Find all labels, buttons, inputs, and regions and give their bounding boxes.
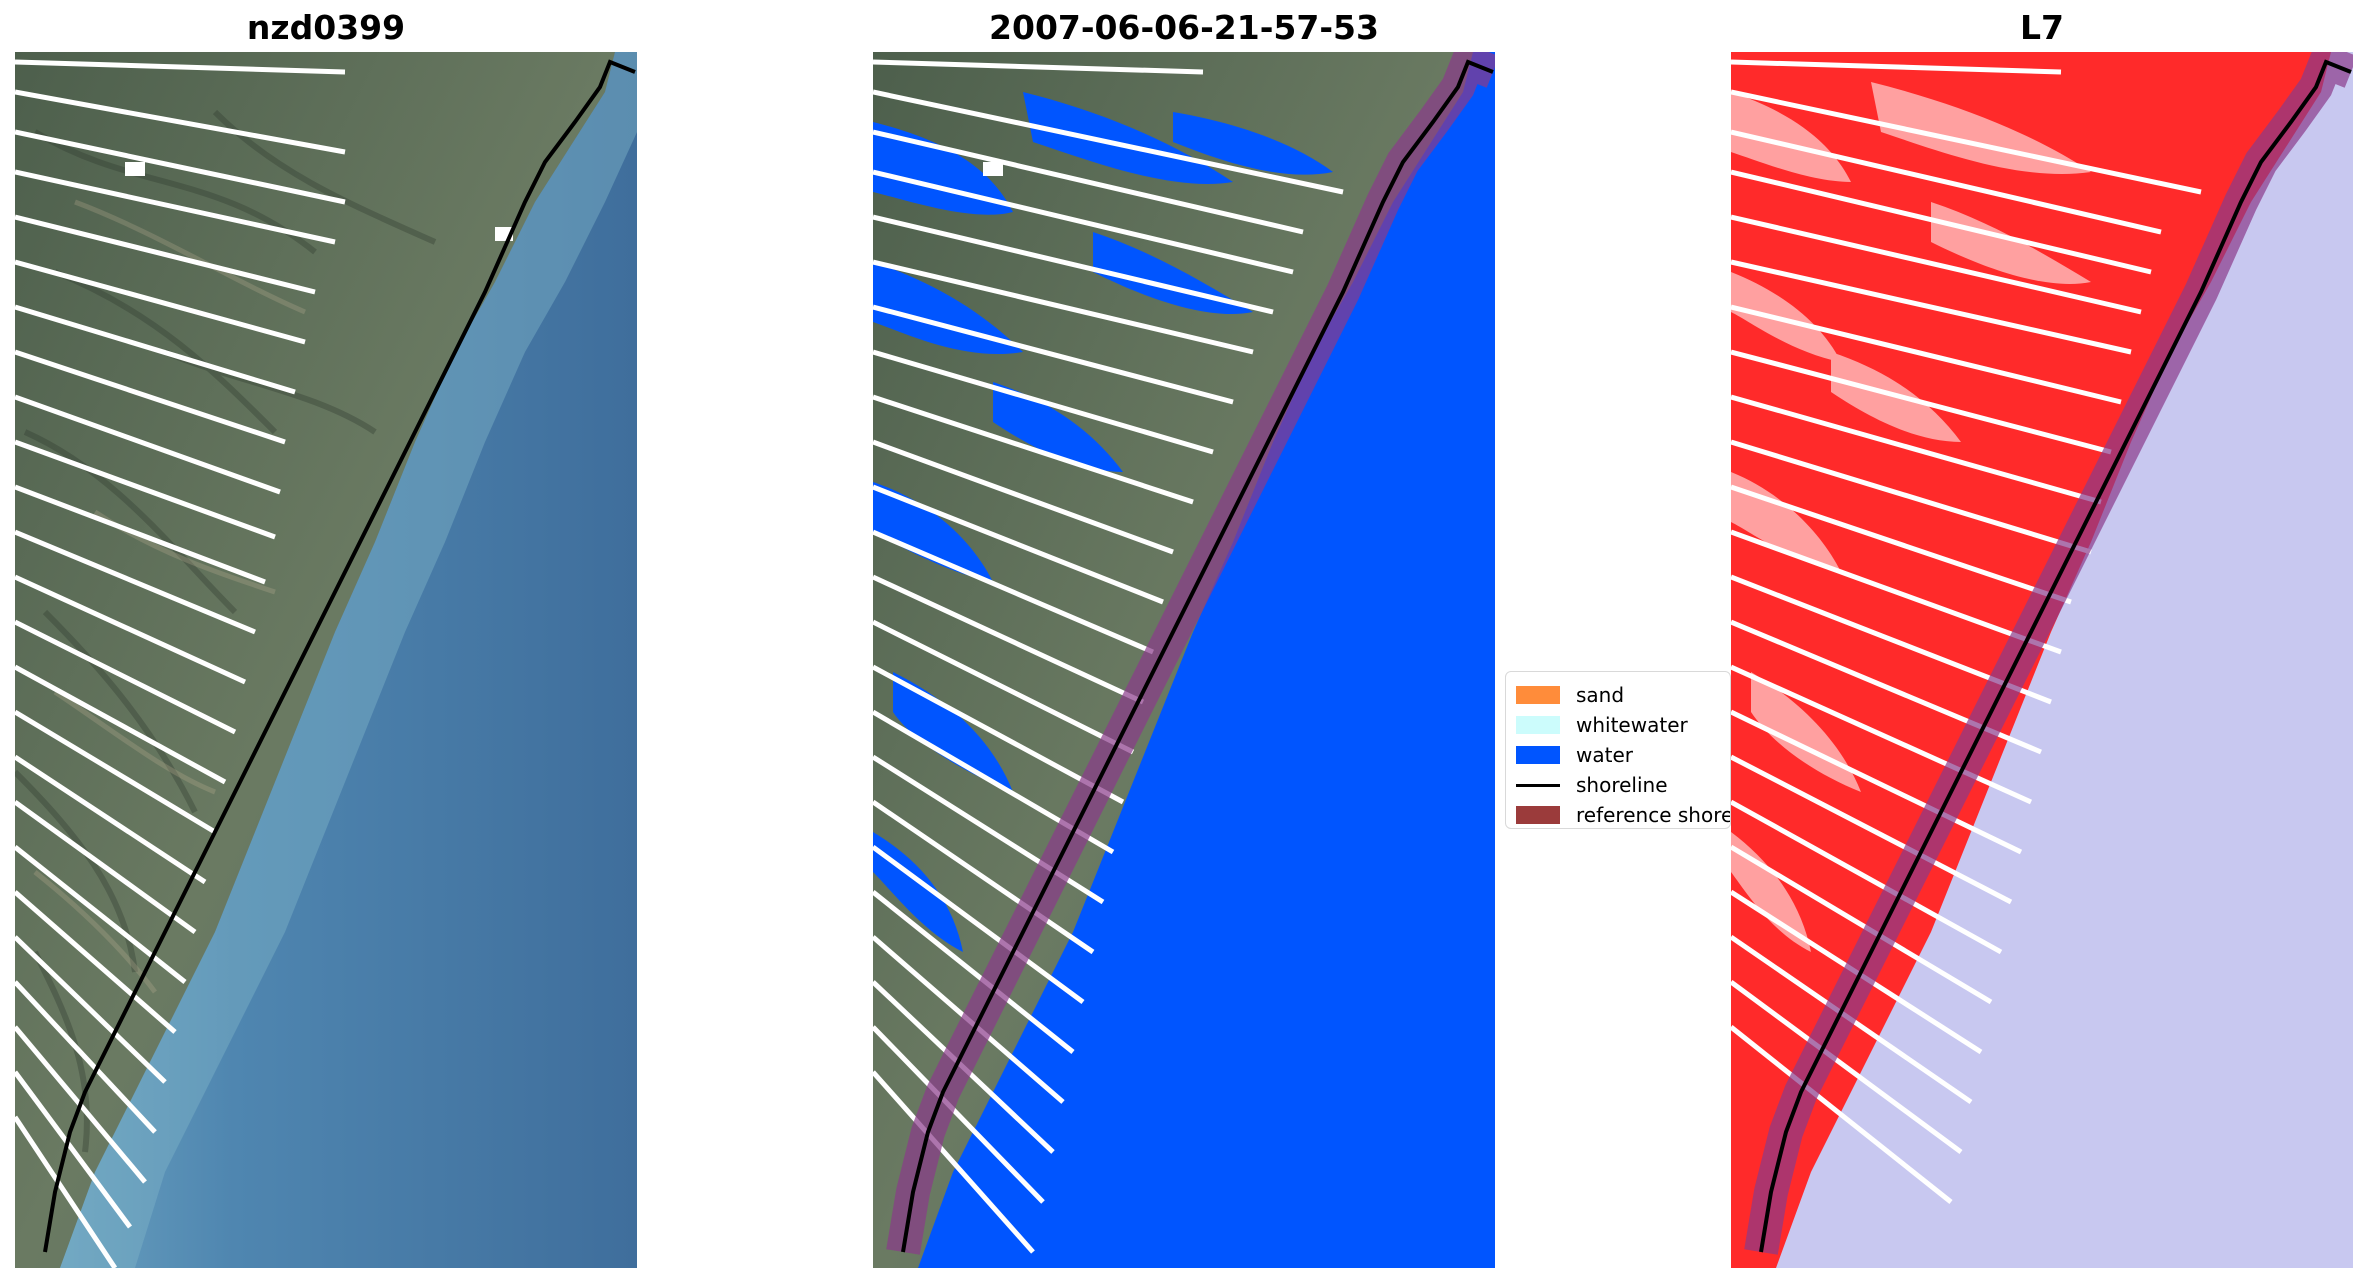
legend-item-water: water	[1516, 740, 1720, 770]
legend-label-whitewater: whitewater	[1576, 713, 1688, 737]
cloud-patch	[125, 162, 145, 176]
legend-item-reference-shoreline-buffer: reference shoreline buffer	[1516, 800, 1730, 828]
rgb-image-panel	[15, 52, 637, 1268]
legend-item-whitewater: whitewater	[1516, 710, 1720, 740]
water-class-inland	[873, 92, 1333, 952]
shoreline	[901, 59, 1494, 1253]
shoreline	[43, 59, 636, 1253]
legend: sand whitewater water shoreline referenc…	[1505, 671, 1731, 829]
legend-label-water: water	[1576, 743, 1633, 767]
legend-item-sand: sand	[1516, 680, 1720, 710]
index-image-panel	[1731, 52, 2353, 1268]
legend-swatch-water	[1516, 746, 1560, 764]
cloud-patch	[983, 162, 1003, 176]
panel-title-classified: 2007-06-06-21-57-53	[989, 8, 1379, 47]
legend-swatch-sand	[1516, 686, 1560, 704]
legend-swatch-reference-buffer	[1516, 806, 1560, 824]
legend-label-reference-shoreline-buffer: reference shoreline buffer	[1576, 803, 1730, 827]
classified-image-panel	[873, 52, 1495, 1268]
scan-line-gaps	[873, 59, 1344, 1254]
legend-swatch-whitewater	[1516, 716, 1560, 734]
legend-item-shoreline: shoreline	[1516, 770, 1720, 800]
shoreline	[1759, 59, 2352, 1253]
surf-zone	[60, 52, 637, 1268]
legend-label-shoreline: shoreline	[1576, 773, 1668, 797]
panel-title-index: L7	[2020, 8, 2064, 47]
legend-swatch-shoreline	[1516, 783, 1560, 787]
legend-label-sand: sand	[1576, 683, 1625, 707]
scan-line-gaps	[15, 59, 346, 1268]
panel-title-rgb: nzd0399	[246, 8, 406, 47]
